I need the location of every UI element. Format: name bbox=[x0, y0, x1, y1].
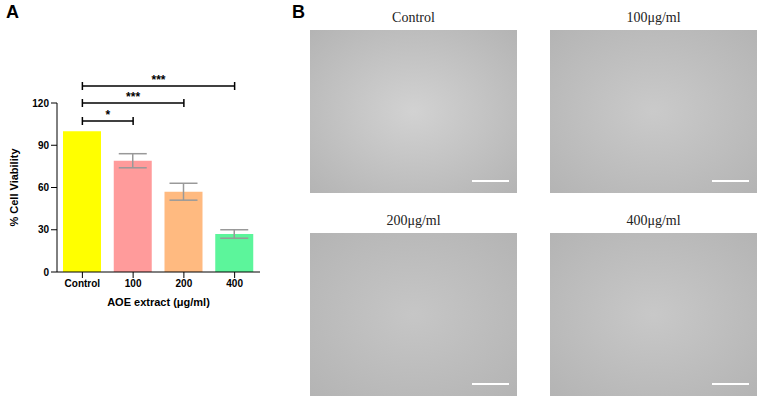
svg-text:% Cell Viability: % Cell Viability bbox=[8, 148, 20, 227]
html-text:Control: Control bbox=[392, 10, 435, 25]
svg-text:AOE extract (μg/ml): AOE extract (μg/ml) bbox=[107, 296, 210, 308]
svg-text:200: 200 bbox=[176, 278, 193, 289]
html-text:400μg/ml: 400μg/ml bbox=[626, 213, 681, 228]
svg-text:0: 0 bbox=[43, 267, 49, 278]
html-text:100μg/ml: 100μg/ml bbox=[626, 10, 681, 25]
svg-text:90: 90 bbox=[38, 140, 50, 151]
svg-text:***: *** bbox=[126, 90, 140, 104]
svg-text:30: 30 bbox=[38, 224, 50, 235]
svg-text:Control: Control bbox=[65, 278, 101, 289]
svg-text:*: * bbox=[105, 108, 110, 122]
svg-text:120: 120 bbox=[32, 98, 49, 109]
svg-text:***: *** bbox=[151, 73, 165, 87]
svg-text:60: 60 bbox=[38, 182, 50, 193]
html-text:200μg/ml: 200μg/ml bbox=[386, 213, 441, 228]
svg-text:100: 100 bbox=[125, 278, 142, 289]
svg-text:400: 400 bbox=[226, 278, 243, 289]
html-text:A: A bbox=[6, 2, 19, 22]
html-text:B: B bbox=[292, 2, 305, 22]
